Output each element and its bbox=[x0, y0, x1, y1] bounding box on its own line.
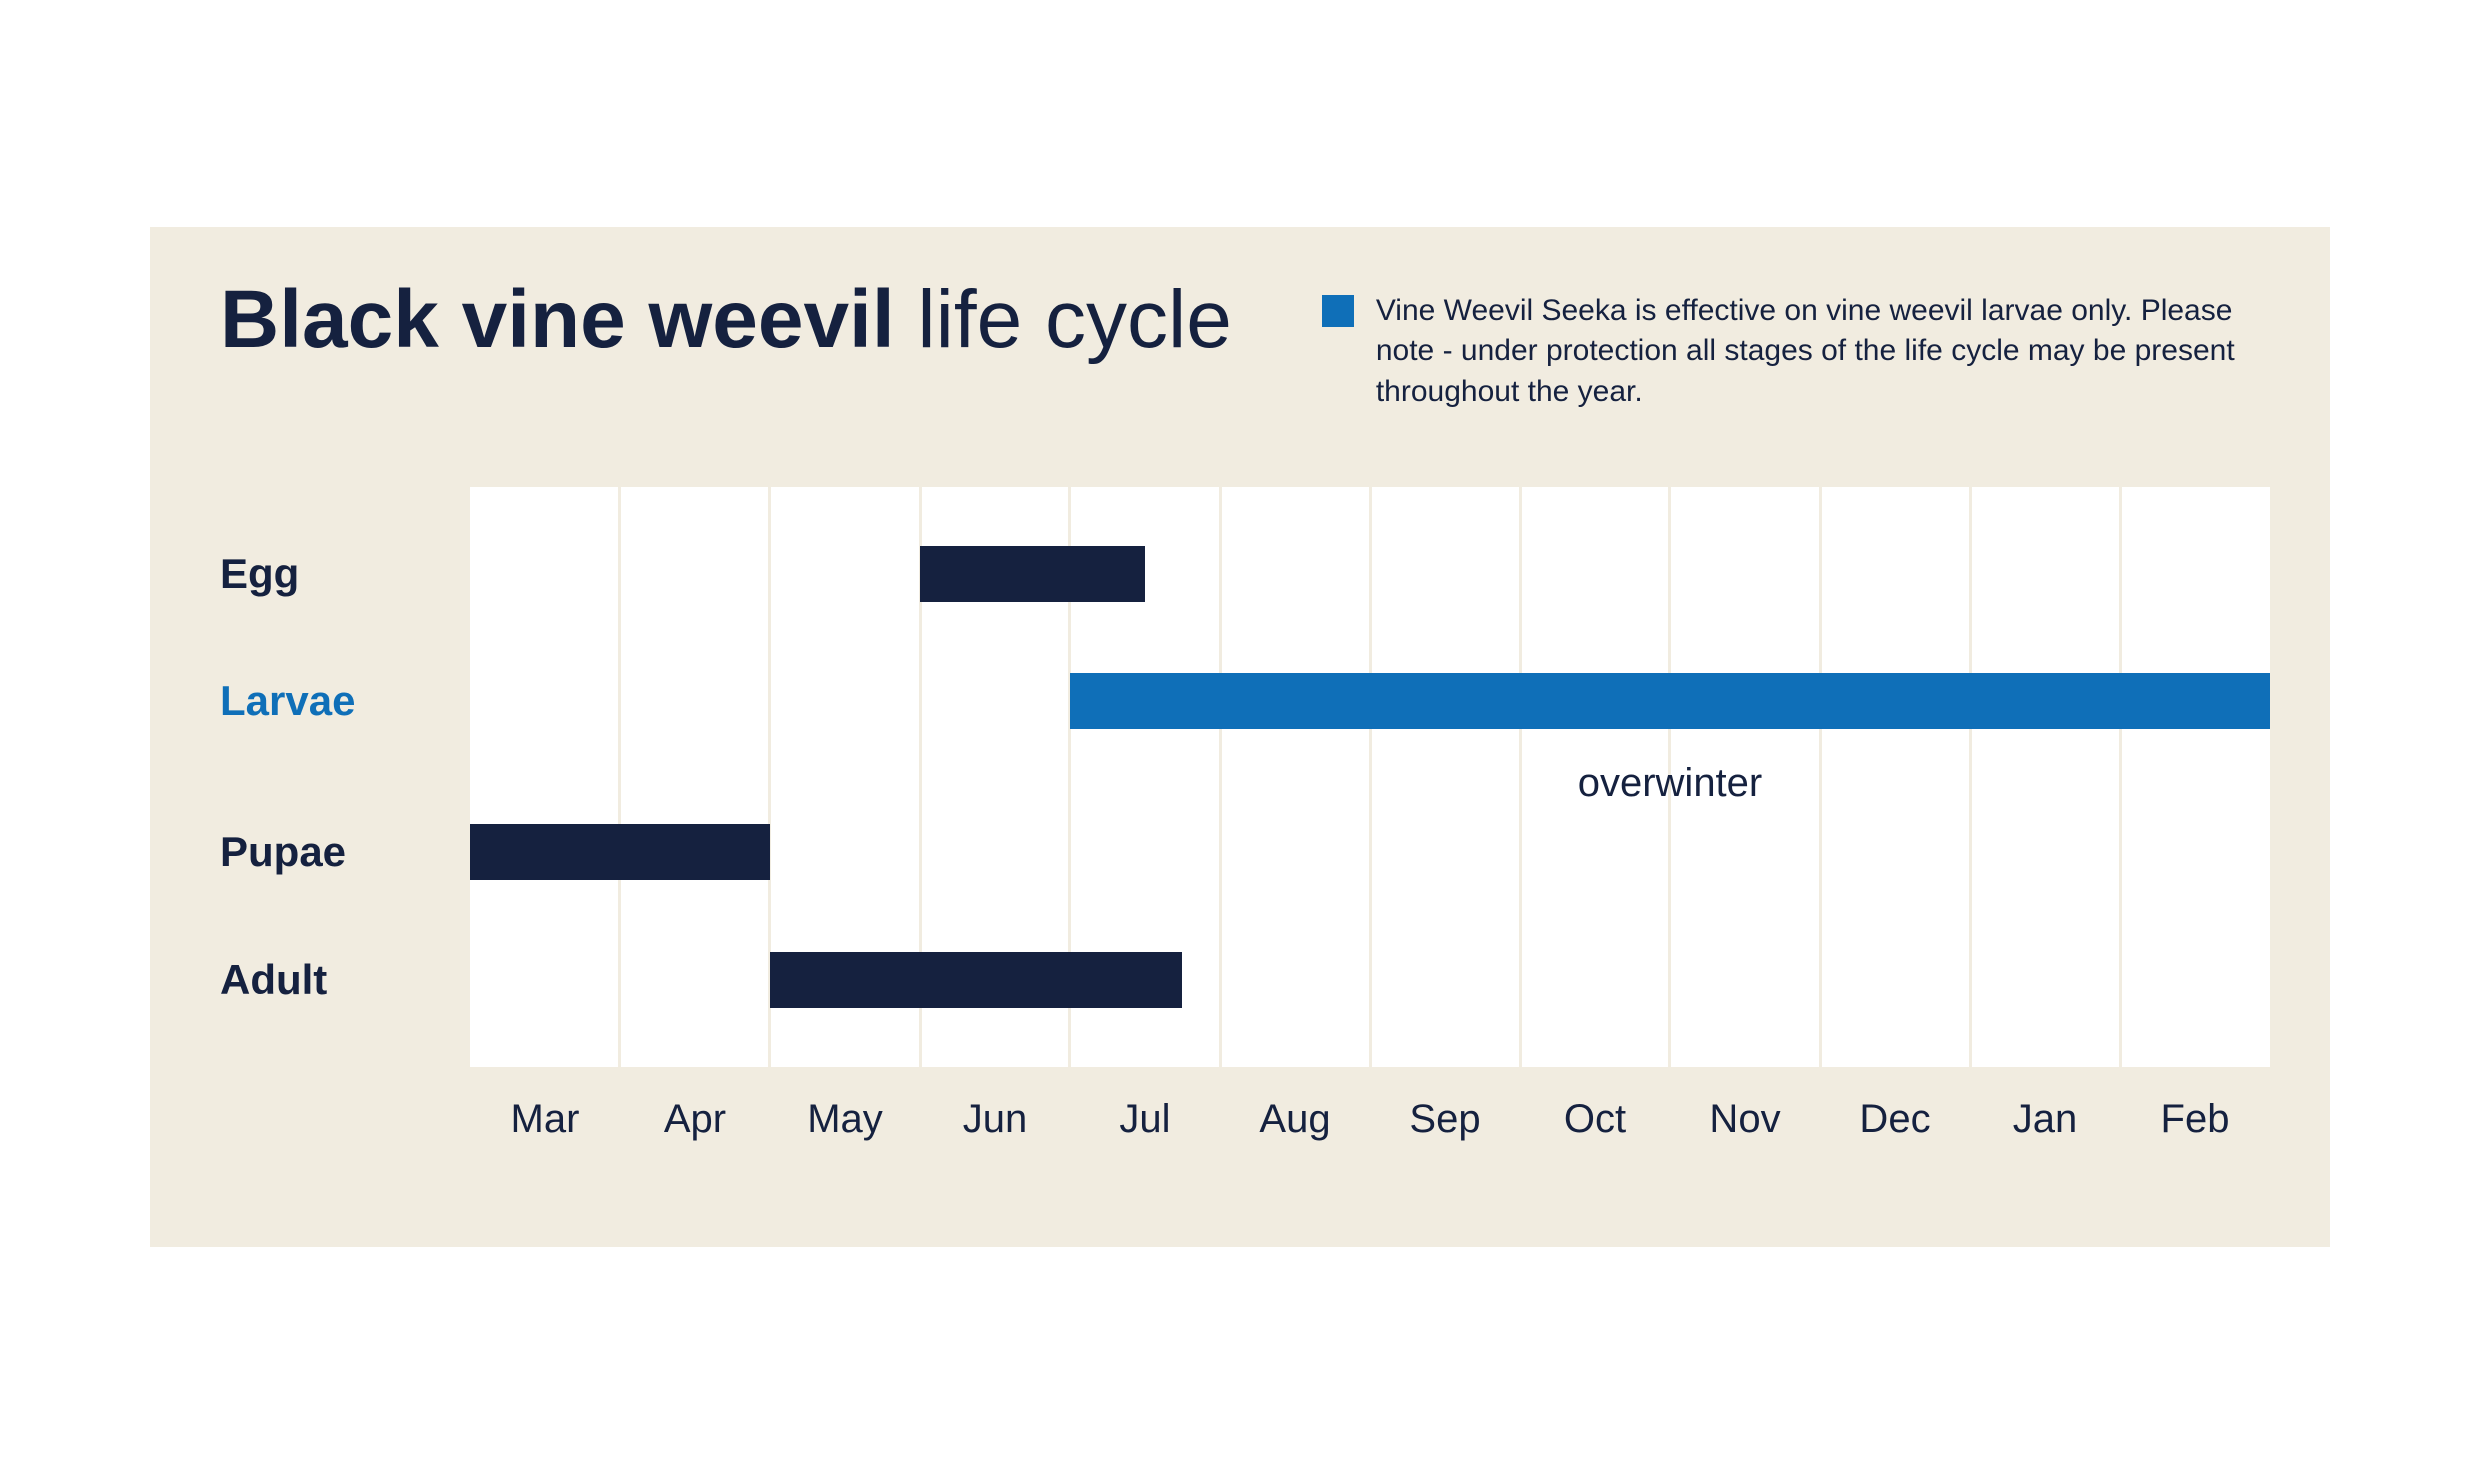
gantt-chart: Egg Larvae Pupae Adult overwinter Mar Apr May… bbox=[220, 487, 2330, 1187]
row-label-egg: Egg bbox=[220, 550, 299, 598]
x-label-feb: Feb bbox=[2161, 1097, 2230, 1142]
x-axis-labels: Mar Apr May Jun Jul Aug Sep Oct Nov Dec Jan Feb bbox=[470, 1097, 2270, 1157]
grid-line bbox=[2119, 487, 2122, 1067]
x-label-aug: Aug bbox=[1259, 1097, 1330, 1142]
x-label-may: May bbox=[807, 1097, 883, 1142]
bar-adult bbox=[770, 952, 1183, 1008]
chart-legend: Vine Weevil Seeka is effective on vine w… bbox=[1322, 277, 2270, 413]
annotation-overwinter: overwinter bbox=[1578, 761, 1763, 806]
x-label-jul: Jul bbox=[1119, 1097, 1170, 1142]
bar-egg bbox=[920, 546, 1145, 602]
row-label-pupae: Pupae bbox=[220, 828, 346, 876]
grid-line bbox=[1519, 487, 1522, 1067]
row-label-adult: Adult bbox=[220, 956, 327, 1004]
chart-title-light: life cycle bbox=[895, 274, 1232, 365]
grid-line bbox=[1969, 487, 1972, 1067]
legend-swatch bbox=[1322, 295, 1354, 327]
x-label-sep: Sep bbox=[1409, 1097, 1480, 1142]
grid-line bbox=[1369, 487, 1372, 1067]
chart-panel: Black vine weevil life cycle Vine Weevil… bbox=[150, 227, 2330, 1247]
chart-title-bold: Black vine weevil bbox=[220, 274, 895, 365]
legend-text: Vine Weevil Seeka is effective on vine w… bbox=[1376, 291, 2270, 413]
plot-area: overwinter bbox=[470, 487, 2270, 1067]
x-label-apr: Apr bbox=[664, 1097, 726, 1142]
chart-title: Black vine weevil life cycle bbox=[220, 277, 1232, 363]
bar-larvae bbox=[1070, 673, 2270, 729]
x-label-nov: Nov bbox=[1709, 1097, 1780, 1142]
grid-line bbox=[1819, 487, 1822, 1067]
row-label-larvae: Larvae bbox=[220, 677, 355, 725]
x-label-jan: Jan bbox=[2013, 1097, 2078, 1142]
chart-header: Black vine weevil life cycle Vine Weevil… bbox=[210, 277, 2270, 413]
x-label-oct: Oct bbox=[1564, 1097, 1626, 1142]
grid-line bbox=[618, 487, 621, 1067]
x-label-mar: Mar bbox=[511, 1097, 580, 1142]
row-labels: Egg Larvae Pupae Adult bbox=[220, 487, 450, 1067]
bar-pupae bbox=[470, 824, 770, 880]
x-label-dec: Dec bbox=[1859, 1097, 1930, 1142]
grid-line bbox=[1219, 487, 1222, 1067]
x-label-jun: Jun bbox=[963, 1097, 1028, 1142]
